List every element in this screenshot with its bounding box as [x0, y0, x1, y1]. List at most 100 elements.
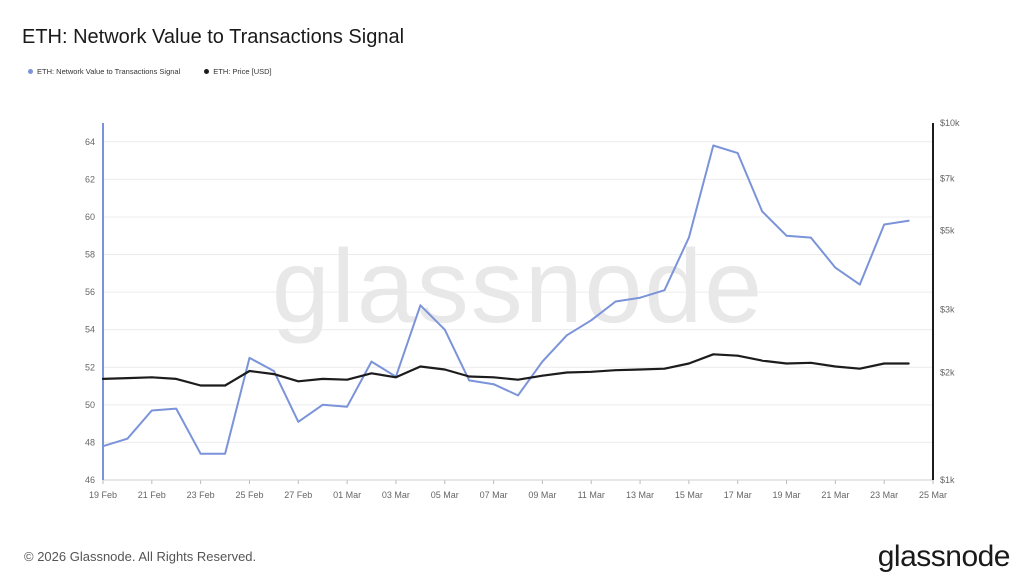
x-tick-label: 11 Mar: [578, 490, 605, 500]
legend-label-price: ETH: Price [USD]: [213, 67, 272, 76]
data-point-nvt: [810, 236, 812, 239]
data-point-nvt: [492, 383, 495, 386]
data-point-nvt: [688, 236, 690, 239]
axis-layer: [102, 123, 934, 484]
label-layer: 46 48 50 52 54 56 58 60 62 64 $1k $2k $3k $5k $7k $10k 1…: [85, 118, 960, 500]
series-layer: [101, 144, 910, 455]
data-point-price: [395, 376, 397, 379]
data-point-nvt: [834, 266, 837, 269]
y-right-tick-label: $5k: [940, 225, 955, 235]
legend-item-nvt[interactable]: ETH: Network Value to Transactions Signa…: [28, 67, 180, 76]
x-tick-label: 27 Feb: [284, 490, 312, 500]
data-point-price: [810, 361, 812, 364]
data-point-nvt: [321, 403, 324, 406]
chart-title: ETH: Network Value to Transactions Signa…: [22, 26, 405, 48]
y-right-tick-label: $10k: [940, 118, 960, 128]
data-point-price: [297, 380, 300, 383]
x-tick-label: 25 Feb: [235, 490, 263, 500]
data-point-nvt: [590, 319, 593, 322]
x-tick-label: 15 Mar: [675, 490, 703, 500]
data-point-nvt: [736, 152, 739, 155]
data-point-price: [126, 377, 129, 379]
y-left-tick-label: 52: [85, 362, 95, 372]
x-tick-label: 19 Mar: [773, 490, 801, 500]
data-point-price: [150, 376, 153, 379]
data-point-nvt: [370, 360, 373, 363]
data-point-nvt: [858, 283, 861, 286]
copyright-text: © 2026 Glassnode. All Rights Reserved.: [24, 549, 257, 564]
data-point-price: [785, 362, 788, 365]
data-point-price: [663, 367, 666, 370]
data-point-nvt: [785, 234, 788, 237]
data-point-nvt: [199, 452, 202, 455]
data-point-nvt: [443, 328, 446, 331]
y-left-tick-label: 50: [85, 400, 95, 410]
data-point-nvt: [663, 289, 666, 292]
data-point-price: [761, 359, 763, 362]
y-right-tick-label: $2k: [940, 368, 955, 378]
chart-legend: ETH: Network Value to Transactions Signa…: [28, 67, 272, 76]
data-point-nvt: [468, 379, 471, 382]
data-point-nvt: [761, 210, 763, 213]
data-point-nvt: [346, 405, 348, 408]
data-point-nvt: [907, 219, 910, 222]
y-left-tick-label: 48: [85, 437, 95, 447]
y-left-tick-label: 46: [85, 475, 95, 485]
data-point-price: [834, 365, 837, 368]
series-line-price: [101, 353, 910, 387]
x-tick-label: 23 Feb: [187, 490, 215, 500]
data-point-price: [565, 371, 568, 374]
data-point-nvt: [541, 360, 544, 363]
data-point-price: [419, 365, 422, 368]
data-point-price: [273, 373, 275, 375]
data-point-price: [346, 378, 348, 381]
data-point-price: [517, 378, 519, 381]
x-tick-label: 01 Mar: [333, 490, 361, 500]
data-point-nvt: [883, 223, 886, 226]
x-tick-label: 25 Mar: [919, 490, 947, 500]
y-left-tick-label: 60: [85, 212, 95, 222]
watermark-text: glassnode: [272, 229, 764, 345]
data-point-price: [541, 374, 544, 377]
x-tick-label: 05 Mar: [431, 490, 459, 500]
data-point-price: [736, 354, 739, 357]
x-tick-label: 23 Mar: [870, 490, 898, 500]
data-point-nvt: [517, 394, 519, 397]
x-tick-label: 13 Mar: [626, 490, 654, 500]
data-point-nvt: [614, 300, 617, 303]
data-point-price: [907, 362, 910, 365]
glassnode-logo[interactable]: glassnode: [877, 540, 1011, 573]
data-point-price: [590, 370, 593, 373]
data-point-price: [639, 368, 641, 371]
data-point-price: [443, 368, 446, 371]
data-point-price: [688, 362, 690, 365]
data-point-nvt: [273, 370, 275, 372]
data-point-nvt: [175, 407, 178, 410]
data-point-nvt: [224, 452, 227, 455]
y-left-tick-label: 54: [85, 325, 95, 335]
legend-marker-price: [204, 69, 210, 74]
y-left-tick-label: 62: [85, 174, 95, 184]
y-left-tick-label: 56: [85, 287, 95, 297]
x-tick-label: 03 Mar: [382, 490, 410, 500]
y-right-tick-label: $7k: [940, 173, 955, 183]
y-left-tick-label: 64: [85, 137, 95, 147]
data-point-nvt: [150, 409, 153, 412]
x-tick-label: 09 Mar: [528, 490, 556, 500]
data-point-price: [248, 370, 251, 372]
x-tick-label: 17 Mar: [724, 490, 752, 500]
data-point-price: [883, 362, 886, 365]
data-point-price: [199, 384, 202, 387]
data-point-nvt: [712, 144, 715, 147]
y-right-tick-label: $3k: [940, 305, 955, 315]
legend-item-price[interactable]: ETH: Price [USD]: [204, 67, 272, 76]
data-point-nvt: [248, 357, 251, 359]
legend-label-nvt: ETH: Network Value to Transactions Signa…: [37, 67, 181, 76]
data-point-price: [468, 375, 471, 378]
y-left-tick-label: 58: [85, 250, 95, 260]
data-point-price: [102, 378, 104, 380]
data-point-nvt: [419, 304, 422, 307]
data-point-price: [175, 378, 178, 380]
data-point-price: [492, 376, 495, 379]
